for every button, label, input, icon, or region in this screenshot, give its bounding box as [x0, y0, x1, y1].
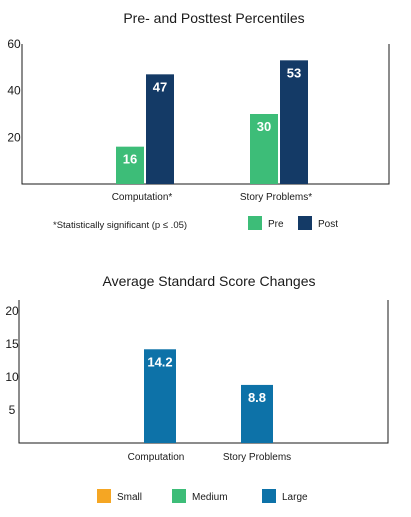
chart1-y-ticks: 20 40 60 [7, 37, 21, 144]
chart2-category-labels: Computation Story Problems [128, 452, 292, 463]
chart1-y-tick-20: 20 [7, 130, 21, 144]
chart2-title: Average Standard Score Changes [103, 273, 316, 289]
chart2-bars: 14.2 8.8 [144, 349, 273, 443]
chart2-legend-swatch-large [262, 489, 276, 503]
chart2-category-label-2: Story Problems [223, 452, 291, 463]
chart2-legend-swatch-medium [172, 489, 186, 503]
chart2-legend-label-medium: Medium [192, 492, 228, 503]
chart1-legend-swatch-post [298, 216, 312, 230]
chart1-title: Pre- and Posttest Percentiles [123, 10, 304, 26]
chart1-category-label-1: Computation* [112, 192, 173, 203]
chart2-y-tick-15: 15 [5, 337, 19, 351]
chart2-data-label-2: 8.8 [248, 390, 266, 405]
chart1-data-label-post-2: 53 [287, 65, 301, 80]
chart1-bars: 16 47 30 53 [116, 60, 308, 185]
chart2-legend-swatch-small [97, 489, 111, 503]
chart1-data-label-pre-1: 16 [123, 152, 137, 167]
chart2-y-ticks: 5 10 15 20 [5, 304, 19, 417]
chart1-axes [21, 44, 390, 185]
chart1-legend-label-post: Post [318, 219, 338, 230]
chart2-y-tick-10: 10 [5, 370, 19, 384]
chart1-significance-note: *Statistically significant (p ≤ .05) [53, 220, 187, 231]
chart2-legend-label-small: Small [117, 492, 142, 503]
chart1-data-label-pre-2: 30 [257, 119, 271, 134]
chart1-legend-swatch-pre [248, 216, 262, 230]
chart1-legend-label-pre: Pre [268, 219, 284, 230]
chart1-data-label-post-1: 47 [153, 79, 167, 94]
chart2-category-label-1: Computation [128, 452, 185, 463]
chart-percentiles: Pre- and Posttest Percentiles 20 40 60 16 4… [7, 10, 390, 231]
chart1-bar-post-1 [146, 74, 174, 184]
chart1-category-labels: Computation* Story Problems* [112, 192, 313, 203]
chart2-y-tick-5: 5 [9, 403, 16, 417]
chart2-y-tick-20: 20 [5, 304, 19, 318]
chart1-bar-pre-2 [250, 114, 278, 184]
chart1-bar-post-2 [280, 60, 308, 185]
chart2-legend: Small Medium Large [97, 489, 308, 503]
chart2-legend-label-large: Large [282, 492, 308, 503]
chart1-y-tick-60: 60 [7, 37, 21, 51]
chart2-bar-1 [144, 349, 176, 443]
chart1-bar-pre-1 [116, 146, 144, 184]
chart1-category-label-2: Story Problems* [240, 192, 312, 203]
chart2-data-label-1: 14.2 [147, 354, 172, 369]
chart2-axes [18, 300, 389, 444]
chart1-y-tick-40: 40 [7, 84, 21, 98]
chart-score-changes: Average Standard Score Changes 5 10 15 20 1… [5, 273, 389, 503]
chart2-bar-2 [241, 384, 273, 443]
chart1-legend: Pre Post [248, 216, 338, 230]
